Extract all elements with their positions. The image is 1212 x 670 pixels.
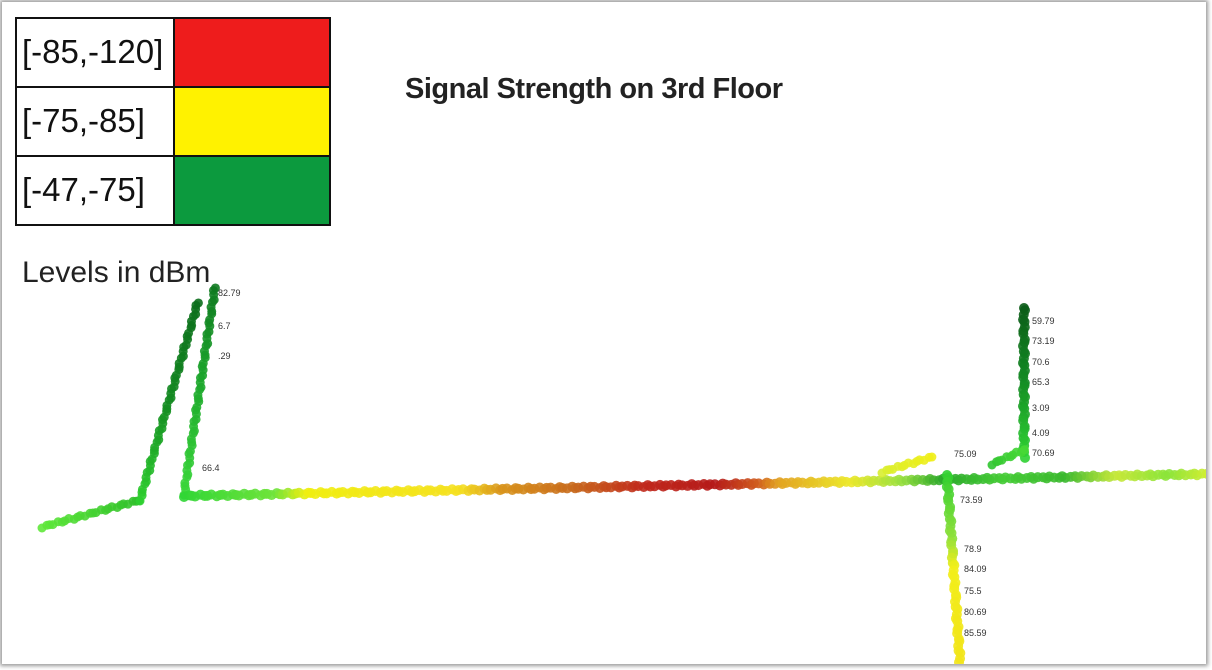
- legend-cell: [15, 17, 175, 88]
- point-label: 85.59: [964, 628, 987, 638]
- point-label: 70.6: [1032, 357, 1050, 367]
- point-label: 80.69: [964, 607, 987, 617]
- point-label: 6.7: [218, 321, 231, 331]
- unit-note: Levels in dBm: [22, 256, 210, 289]
- measurement-dot: [1019, 445, 1029, 455]
- measurement-dot: [193, 298, 203, 308]
- legend-swatch: [173, 86, 331, 157]
- measurement-dot: [1204, 471, 1206, 479]
- legend-swatch: [173, 155, 331, 226]
- point-label: 78.9: [964, 544, 982, 554]
- measurement-trail: [37, 283, 1206, 664]
- legend-label: [-75,-85]: [22, 102, 145, 139]
- legend-cell: [15, 86, 175, 157]
- point-label: 75.5: [964, 586, 982, 596]
- map-title: Signal Strength on 3rd Floor: [405, 73, 783, 105]
- point-label: .29: [218, 351, 231, 361]
- point-label: 66.4: [202, 463, 220, 473]
- point-label: 82.79: [218, 288, 241, 298]
- point-label: 73.59: [960, 495, 983, 505]
- measurement-dot: [210, 283, 220, 293]
- point-label: 84.09: [964, 564, 987, 574]
- legend-cell: [15, 155, 175, 226]
- point-label: 65.3: [1032, 377, 1050, 387]
- measurement-dot: [927, 452, 937, 462]
- point-label: 75.09: [954, 449, 977, 459]
- point-label: 73.19: [1032, 336, 1055, 346]
- measurement-dot: [954, 657, 965, 664]
- legend-label: [-47,-75]: [22, 171, 145, 208]
- legend-label: [-85,-120]: [22, 33, 163, 70]
- legend-swatch: [173, 17, 331, 88]
- point-label: 3.09: [1032, 403, 1050, 413]
- point-label: 59.79: [1032, 316, 1055, 326]
- point-label: 70.69: [1032, 448, 1055, 458]
- point-label: 4.09: [1032, 428, 1050, 438]
